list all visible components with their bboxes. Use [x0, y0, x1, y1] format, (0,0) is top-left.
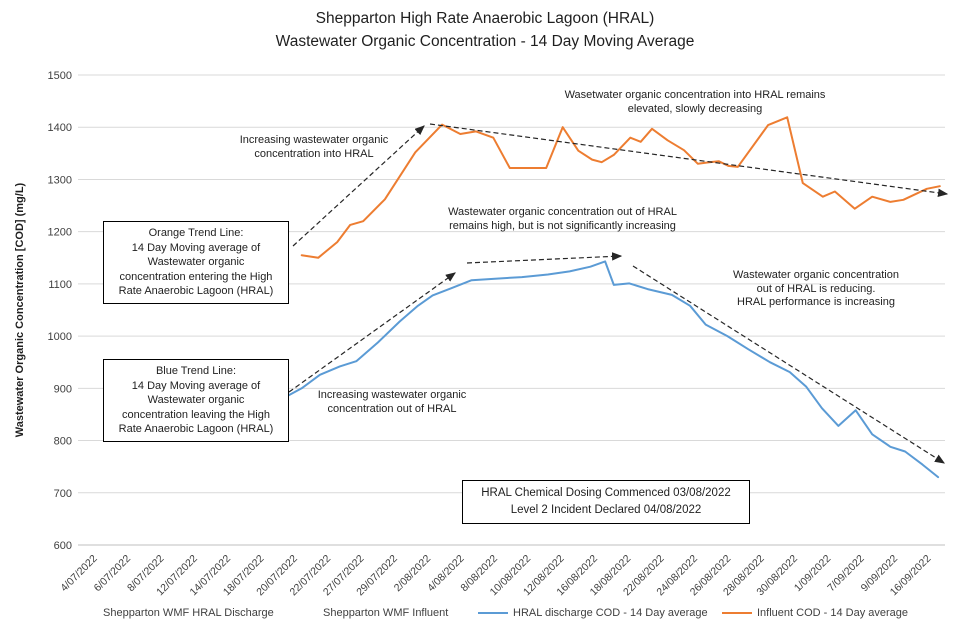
chart-title: Shepparton High Rate Anaerobic Lagoon (H…	[275, 10, 695, 50]
legend-item-hral-discharge-series[interactable]: Shepparton WMF HRAL Discharge	[103, 604, 274, 622]
annotation-out-hral-increasing: Increasing wastewater organic concentrat…	[317, 389, 467, 415]
influent-line	[300, 116, 941, 259]
svg-text:1200: 1200	[48, 227, 72, 239]
chemical-dosing-box: HRAL Chemical Dosing Commenced 03/08/202…	[462, 480, 750, 524]
x-axis-tick-labels: 4/07/20226/07/20228/07/202212/07/202214/…	[58, 553, 933, 599]
y-axis-tick-labels: 600 700 800 900 1000 1100 1200 1300 1400 1500	[48, 70, 72, 552]
legend-label: HRAL discharge COD - 14 Day average	[513, 607, 708, 619]
discharge-line	[285, 260, 940, 479]
svg-text:900: 900	[54, 383, 72, 395]
annotation-out-hral-high: Wastewater organic concentration out of …	[448, 206, 677, 232]
legend-item-influent-cod[interactable]: Influent COD - 14 Day average	[722, 604, 908, 622]
trend-arrow	[288, 272, 456, 393]
legend-label: Shepparton WMF Influent	[323, 607, 449, 619]
trend-arrow	[466, 252, 623, 264]
blue-line-swatch	[478, 612, 508, 614]
gridlines	[78, 74, 945, 546]
blue-trend-line-box: Blue Trend Line: 14 Day Moving average o…	[103, 359, 289, 442]
legend-item-hral-discharge-cod[interactable]: HRAL discharge COD - 14 Day average	[478, 604, 708, 622]
svg-text:1100: 1100	[48, 279, 72, 291]
trend-arrow	[292, 125, 425, 247]
orange-line-swatch	[722, 612, 752, 614]
svg-text:700: 700	[54, 488, 72, 500]
svg-text:1000: 1000	[48, 331, 72, 343]
svg-text:1300: 1300	[48, 174, 72, 186]
legend-label: Shepparton WMF HRAL Discharge	[103, 607, 274, 619]
svg-text:1400: 1400	[48, 122, 72, 134]
legend-label: Influent COD - 14 Day average	[757, 607, 909, 619]
trend-arrow	[429, 123, 949, 197]
svg-text:800: 800	[54, 436, 72, 448]
legend-item-influent-series[interactable]: Shepparton WMF Influent	[323, 604, 448, 622]
trend-arrow	[632, 265, 946, 464]
svg-text:1500: 1500	[48, 70, 72, 82]
annotation-into-hral-increasing: Increasing wastewater organic concentrat…	[239, 134, 389, 160]
orange-trend-line-box: Orange Trend Line: 14 Day Moving average…	[103, 221, 289, 304]
trend-arrows	[288, 123, 949, 464]
annotation-out-hral-reducing: Wastewater organic concentration out of …	[733, 269, 899, 308]
data-series-lines	[285, 116, 941, 479]
svg-text:600: 600	[54, 540, 72, 552]
annotation-into-hral-elevated: Wasetwater organic concentration into HR…	[564, 89, 826, 115]
